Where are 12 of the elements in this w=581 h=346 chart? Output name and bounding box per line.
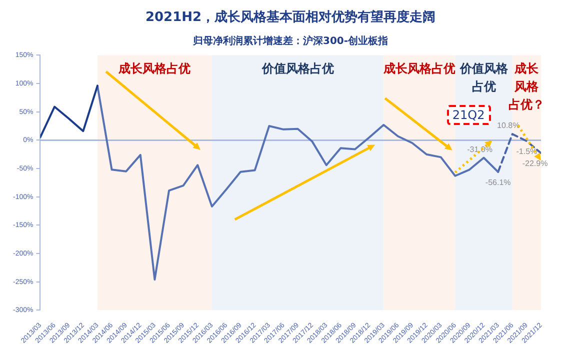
data-label: -56.1%	[485, 178, 511, 187]
chart-subtitle: 归母净利润累计增速差：沪深300-创业板指	[192, 34, 390, 48]
data-label: -22.9%	[522, 159, 548, 168]
dashed-box: 21Q2	[446, 104, 491, 125]
band-label: 成长风格占优	[382, 61, 456, 76]
chart-title: 2021H2，成长风格基本面相对优势有望再度走阔	[144, 8, 437, 26]
band-label: 价值风格占优	[458, 61, 509, 94]
data-label: 10.8%	[497, 121, 520, 130]
band-label: 价值风格占优	[260, 61, 334, 76]
annotation: 21Q2	[452, 108, 485, 122]
band-label: 成长风格占优	[118, 61, 191, 76]
band-label: 成长风格占优？	[508, 61, 545, 112]
